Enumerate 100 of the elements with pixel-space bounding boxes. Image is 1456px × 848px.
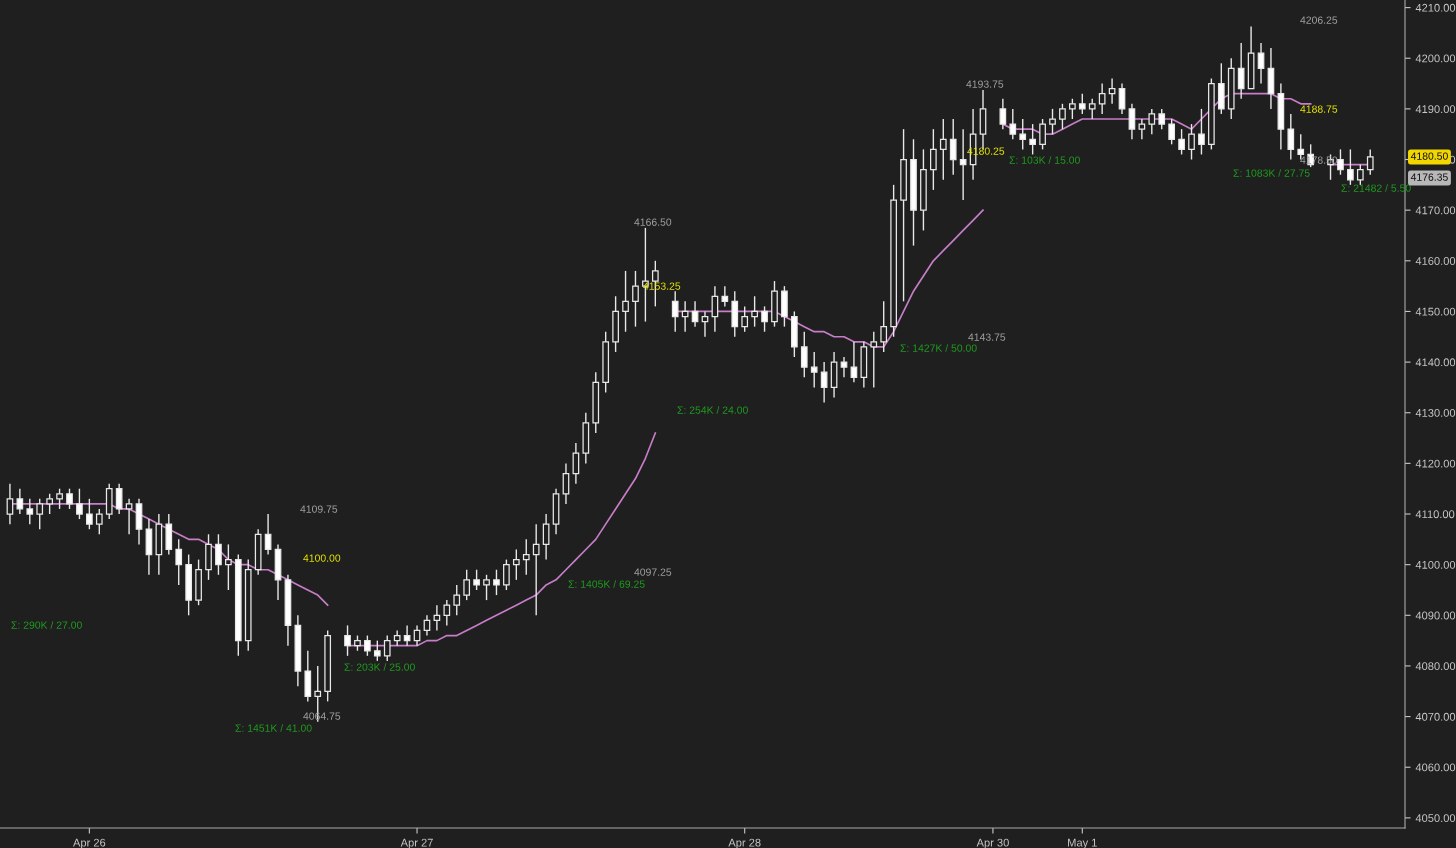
- candlestick: [76, 488, 83, 520]
- candlestick: [1188, 123, 1195, 161]
- candlestick: [741, 305, 749, 333]
- annotation: Σ: 254K / 24.00: [677, 406, 748, 414]
- candlestick: [870, 331, 878, 389]
- candlestick: [810, 351, 818, 389]
- candlestick: [26, 498, 34, 525]
- annotation: 4188.75: [1300, 105, 1338, 113]
- candlestick: [66, 488, 73, 510]
- candlestick: [1198, 108, 1205, 156]
- candlestick: [721, 285, 729, 308]
- y-tick-label: 4190.00: [1415, 105, 1456, 114]
- y-tick-label: 4130.00: [1415, 409, 1456, 417]
- y-tick-label: 4100.00: [1415, 560, 1456, 569]
- candlestick: [46, 493, 54, 515]
- candlestick: [1009, 108, 1017, 140]
- candlestick: [493, 569, 500, 596]
- candlestick: [1347, 148, 1354, 186]
- candlestick: [393, 629, 401, 647]
- candlestick: [443, 599, 451, 627]
- candlestick: [939, 118, 947, 181]
- annotation: Σ: 290K / 27.00: [11, 621, 82, 629]
- y-tick-label: 4110.00: [1415, 510, 1455, 519]
- annotation: Σ: 103K / 15.00: [1009, 156, 1080, 164]
- text: 4180.50: [1410, 152, 1448, 160]
- candlestick: [36, 498, 44, 530]
- candlestick: [522, 538, 530, 576]
- x-tick-label: Apr 30: [976, 838, 1009, 848]
- annotation: 4097.25: [634, 568, 672, 576]
- candlestick: [1237, 42, 1245, 100]
- candlestick: [1059, 103, 1066, 130]
- candlestick: [453, 584, 461, 616]
- candlestick: [1366, 148, 1374, 176]
- candlestick: [1088, 98, 1096, 120]
- y-tick-label: 4160.00: [1415, 257, 1456, 265]
- candlestick: [1128, 103, 1136, 140]
- candlestick: [880, 300, 888, 353]
- y-tick-label: 4090.00: [1415, 611, 1456, 620]
- candlestick: [512, 548, 520, 581]
- candlestick: [483, 574, 490, 601]
- candlestick: [344, 624, 351, 657]
- x-tick-label: May 1: [1068, 838, 1097, 848]
- y-tick-label: 4120.00: [1415, 459, 1456, 468]
- x-tick-label: Apr 28: [728, 838, 761, 848]
- candlestick: [959, 128, 967, 201]
- y-tick-label: 4210.00: [1415, 3, 1456, 12]
- candlestick: [1148, 108, 1156, 135]
- candlestick: [751, 295, 758, 328]
- candlestick: [1138, 118, 1146, 140]
- candlestick: [1337, 148, 1344, 176]
- x-tick-label: Apr 27: [400, 838, 433, 848]
- candlestick: [86, 498, 93, 530]
- candlestick: [6, 482, 14, 525]
- annotation: 4206.25: [1300, 16, 1338, 24]
- candlestick: [383, 634, 391, 662]
- candlestick: [1098, 82, 1106, 115]
- y-tick-label: 4050.00: [1415, 814, 1456, 823]
- candlestick: [473, 569, 480, 591]
- candlestick: [999, 98, 1007, 130]
- candlestick: [215, 533, 222, 576]
- candlestick: [1287, 113, 1295, 161]
- candlestick: [1158, 108, 1166, 130]
- candlestick: [671, 290, 679, 333]
- candlestick: [542, 513, 550, 561]
- candlestick: [1049, 108, 1056, 135]
- annotation: Σ: 1451K / 41.00: [235, 724, 312, 732]
- candlestick: [503, 558, 510, 591]
- candlestick: [115, 482, 123, 515]
- candlestick: [463, 569, 471, 601]
- candlestick: [125, 498, 133, 535]
- candlestick: [1039, 118, 1046, 151]
- candlestick: [95, 508, 103, 535]
- candlestick: [681, 300, 689, 333]
- candlestick: [1029, 123, 1037, 156]
- candlestick: [930, 128, 937, 191]
- annotation: 4100.00: [303, 554, 341, 562]
- candlestick: [532, 523, 540, 616]
- candlestick: [56, 488, 63, 510]
- y-tick-label: 4060.00: [1415, 763, 1456, 772]
- annotation: 4166.50: [634, 218, 672, 226]
- candlestick: [175, 538, 183, 586]
- candlestick: [225, 543, 232, 591]
- annotation: 4193.75: [966, 80, 1004, 88]
- candlestick: [364, 634, 371, 657]
- candlestick: [1078, 92, 1086, 115]
- y-tick-label: 4170.00: [1415, 206, 1456, 215]
- candlestick: [1168, 118, 1176, 146]
- candlestick: [820, 361, 828, 404]
- text: 4176.35: [1410, 173, 1448, 181]
- y-tick-label: 4200.00: [1415, 54, 1456, 63]
- candlestick: [632, 270, 639, 328]
- annotation: Σ: 1427K / 50.00: [900, 344, 977, 352]
- candlestick: [622, 270, 629, 333]
- y-tick-label: 4070.00: [1415, 712, 1456, 721]
- candlestick: [16, 488, 24, 515]
- y-tick-label: 4150.00: [1415, 307, 1456, 316]
- y-tick-label: 4080.00: [1415, 662, 1456, 671]
- candlestick: [1356, 163, 1364, 186]
- candlestick: [761, 305, 768, 333]
- x-tick-label: Apr 26: [73, 838, 106, 848]
